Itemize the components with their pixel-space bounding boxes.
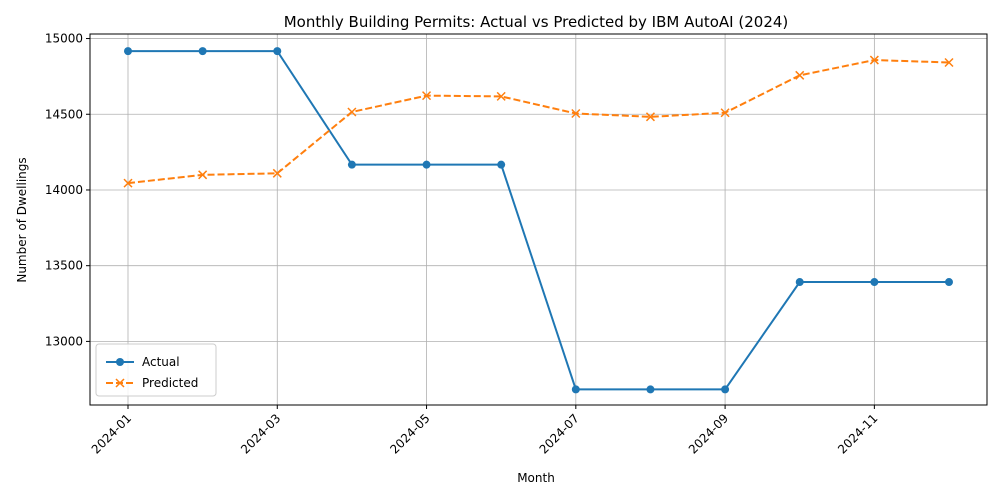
data-point [422,160,431,169]
data-point [571,108,581,119]
x-tick-label: 2024-03 [238,411,283,456]
plot-area [89,33,988,406]
series-predicted [123,55,954,188]
data-point [273,47,282,56]
data-point [645,112,655,122]
y-tick-label: 14500 [45,107,83,121]
data-point [272,168,282,178]
data-point [945,278,953,287]
data-point [721,385,730,394]
data-point [198,47,207,56]
data-point [496,91,506,101]
data-point [198,170,208,180]
legend: Actual Predicted [95,343,217,397]
data-point [795,70,805,80]
legend-label: Actual [142,355,180,369]
legend-marker [115,378,125,388]
x-tick-label: 2024-11 [835,411,880,456]
legend-marker [116,358,124,366]
y-tick-label: 13500 [45,259,83,273]
series-layer [123,47,954,394]
data-point [123,178,133,188]
x-axis: 2024-01 2024-03 2024-05 2024-07 2024-09 2024-… [89,405,880,457]
series-line-predicted [127,59,950,185]
data-point [870,278,879,287]
x-tick-label: 2024-05 [387,411,432,456]
data-point [124,47,132,56]
y-tick-label: 14000 [45,183,83,197]
grid-lines [90,34,987,405]
data-point [795,278,804,287]
data-point [497,160,506,169]
y-axis-label: Number of Dwellings [15,157,29,282]
data-point [720,108,730,118]
y-tick-label: 13000 [45,334,83,348]
y-tick-label: 15000 [45,32,83,46]
x-axis-label: Month [517,471,555,485]
data-point [646,385,655,394]
chart-title: Monthly Building Permits: Actual vs Pred… [284,13,789,31]
x-tick-label: 2024-01 [89,411,134,456]
data-point [422,91,432,101]
data-point [347,107,357,117]
x-tick-label: 2024-07 [537,411,582,456]
legend-label: Predicted [142,376,198,390]
data-point [944,57,954,67]
series-line-actual [128,50,949,391]
data-point [571,385,580,394]
data-point [869,55,879,65]
data-point [347,160,356,169]
y-axis: 13000 13500 14000 14500 15000 [45,32,90,348]
x-tick-label: 2024-09 [686,411,731,456]
series-actual [124,47,953,394]
